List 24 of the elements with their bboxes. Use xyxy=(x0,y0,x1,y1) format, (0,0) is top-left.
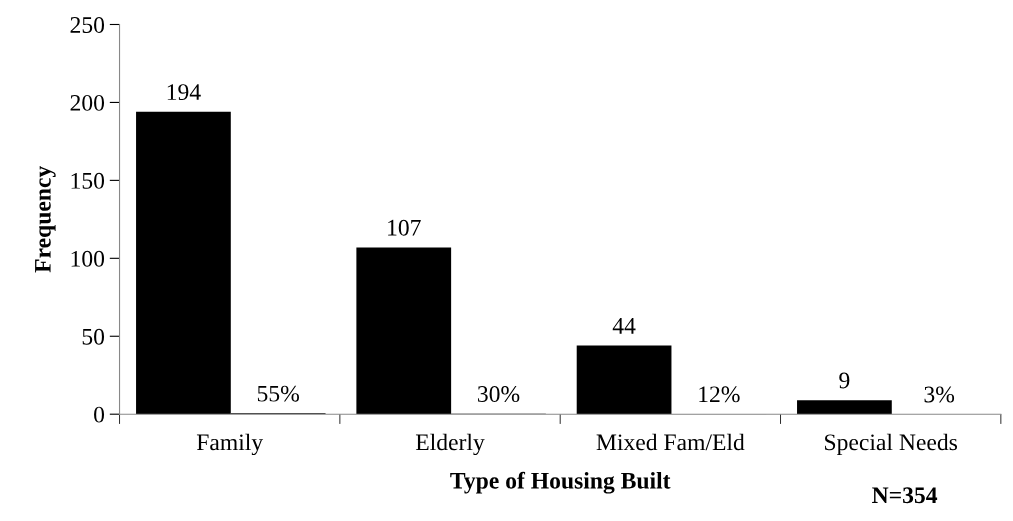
data-label: 12% xyxy=(699,386,740,403)
y-tick-label: 100 xyxy=(71,250,105,267)
x-tick-label: Special Needs xyxy=(825,433,958,456)
x-tick-label: Elderly xyxy=(415,433,485,456)
y-tick-label: 250 xyxy=(70,16,105,33)
data-label: 194 xyxy=(167,84,201,101)
x-tick-label: Family xyxy=(196,433,264,456)
y-tick-label: 200 xyxy=(70,94,105,111)
data-label: 44 xyxy=(612,318,636,334)
y-tick-label: 50 xyxy=(82,328,105,345)
text: N=354 xyxy=(872,487,938,504)
y-axis-title: Frequency xyxy=(35,166,56,273)
data-label: 55% xyxy=(257,385,299,402)
data-label: 3% xyxy=(924,386,955,403)
data-label: 30% xyxy=(477,386,520,403)
bar xyxy=(797,400,892,415)
data-label: 9 xyxy=(839,372,850,389)
bar xyxy=(356,247,452,415)
y-tick-label: 150 xyxy=(71,172,105,189)
bar xyxy=(576,345,672,415)
y-tick-label: 0 xyxy=(94,406,105,423)
x-tick-label: Mixed Fam/Eld xyxy=(596,433,745,451)
x-axis-title: Type of Housing Built xyxy=(450,471,671,494)
data-label: 107 xyxy=(388,219,421,236)
